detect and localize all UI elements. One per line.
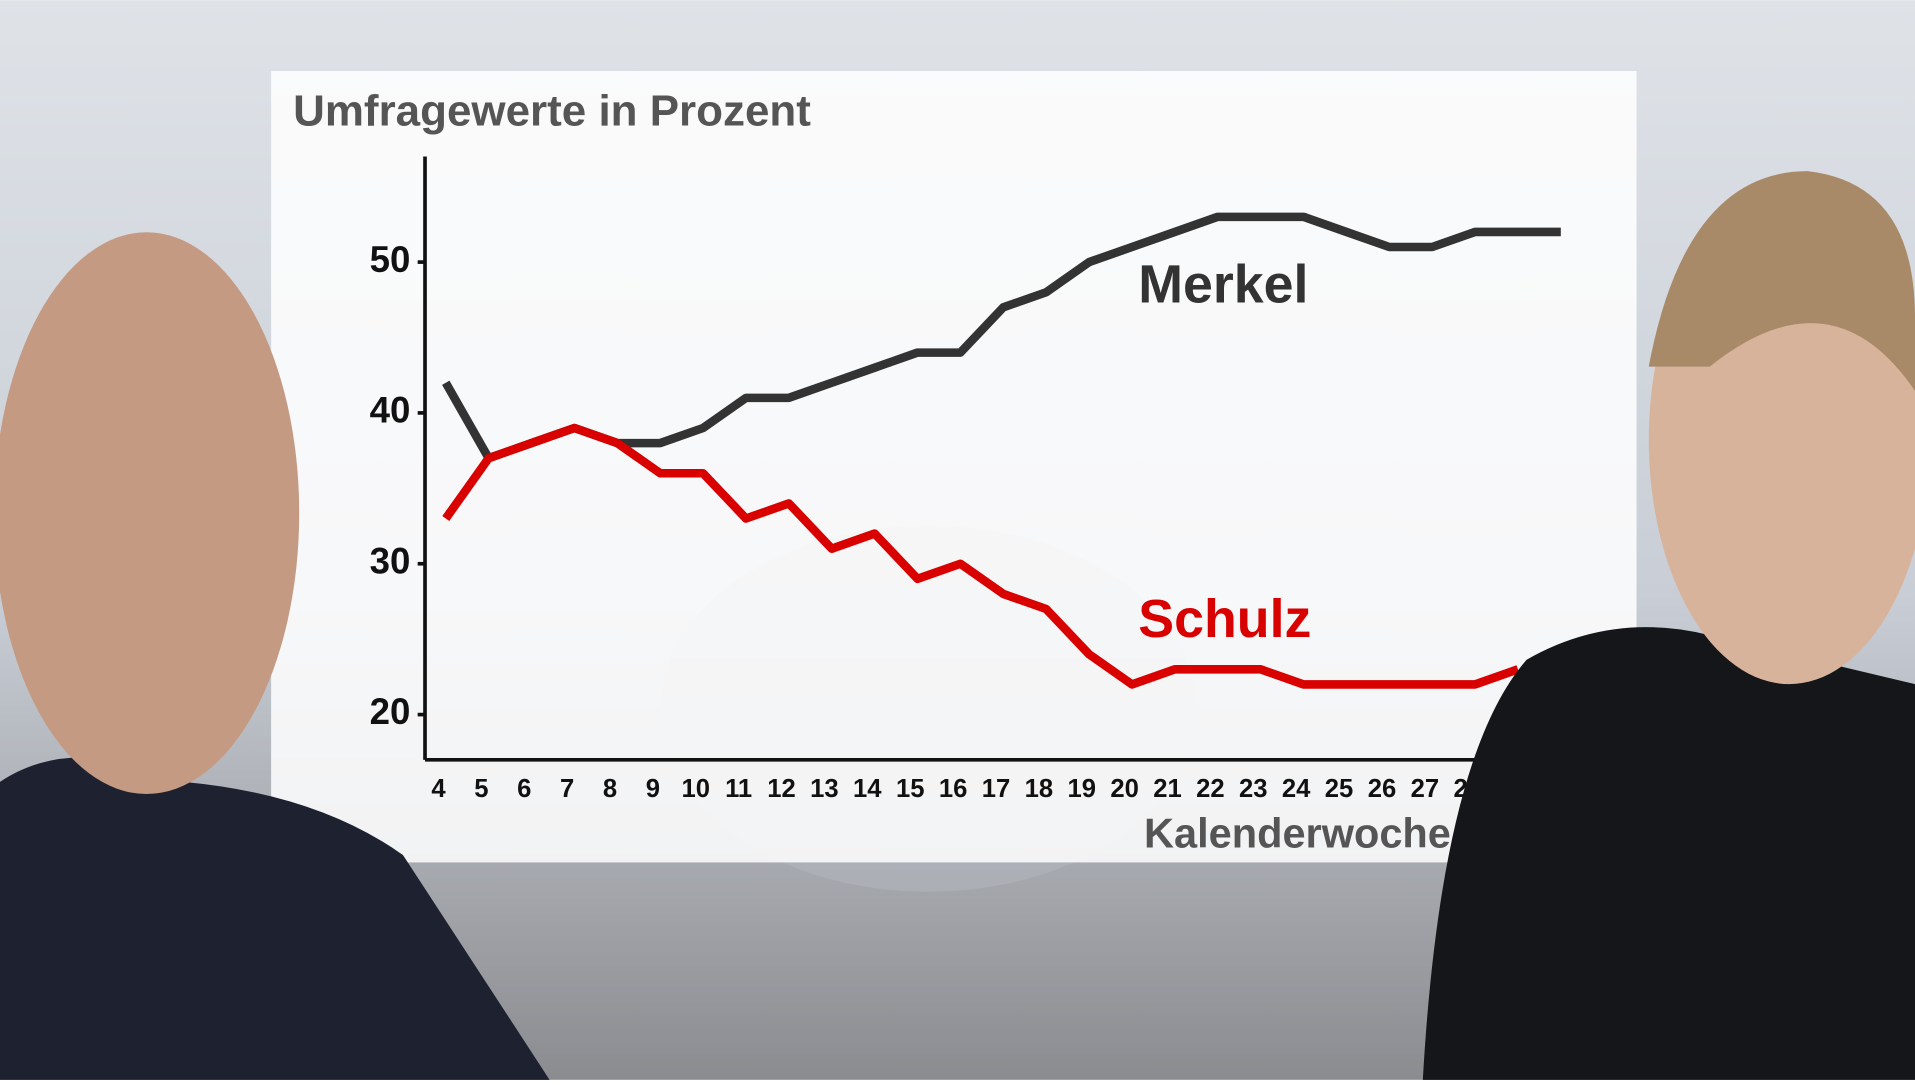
x-tick-label: 20 [1110, 775, 1139, 803]
x-tick-label: 10 [682, 775, 711, 803]
x-tick-label: 13 [810, 775, 839, 803]
x-tick-label: 25 [1325, 775, 1354, 803]
x-tick-label: 12 [767, 775, 796, 803]
person-left-head [0, 232, 300, 794]
x-tick-label: 16 [939, 775, 968, 803]
series-label: Merkel [1138, 255, 1308, 315]
x-tick-label: 21 [1153, 775, 1182, 803]
y-tick-label: 20 [370, 691, 411, 732]
x-tick-label: 7 [560, 775, 574, 803]
x-tick-label: 22 [1196, 775, 1225, 803]
x-tick-label: 9 [646, 775, 660, 803]
chart-title: Umfragewerte in Prozent [293, 86, 811, 135]
x-tick-label: 15 [896, 775, 925, 803]
x-tick-label: 14 [853, 775, 882, 803]
series-line [442, 423, 1520, 689]
y-tick-label: 40 [370, 390, 411, 431]
series-line [442, 212, 1561, 463]
chart-panel [271, 71, 1637, 863]
x-tick-label: 6 [517, 775, 531, 803]
x-tick-label: 18 [1025, 775, 1054, 803]
x-tick-label: 23 [1239, 775, 1268, 803]
x-tick-label: 8 [603, 775, 617, 803]
person-right [1422, 627, 1915, 1080]
x-tick-label: 4 [431, 775, 446, 803]
x-tick-label: 5 [474, 775, 488, 803]
y-tick-label: 30 [370, 540, 411, 581]
x-axis-label: Kalenderwoche [1144, 810, 1451, 857]
x-tick-label: 11 [725, 775, 752, 803]
x-tick-label: 27 [1411, 775, 1440, 803]
person-right-hair [1648, 171, 1915, 392]
x-tick-label: 19 [1067, 775, 1096, 803]
person-left [0, 757, 550, 1080]
x-tick-label: 24 [1282, 775, 1311, 803]
y-tick-label: 50 [370, 239, 411, 280]
series-label: Schulz [1138, 589, 1311, 649]
x-tick-label: 17 [982, 775, 1011, 803]
x-tick-label: 26 [1368, 775, 1397, 803]
